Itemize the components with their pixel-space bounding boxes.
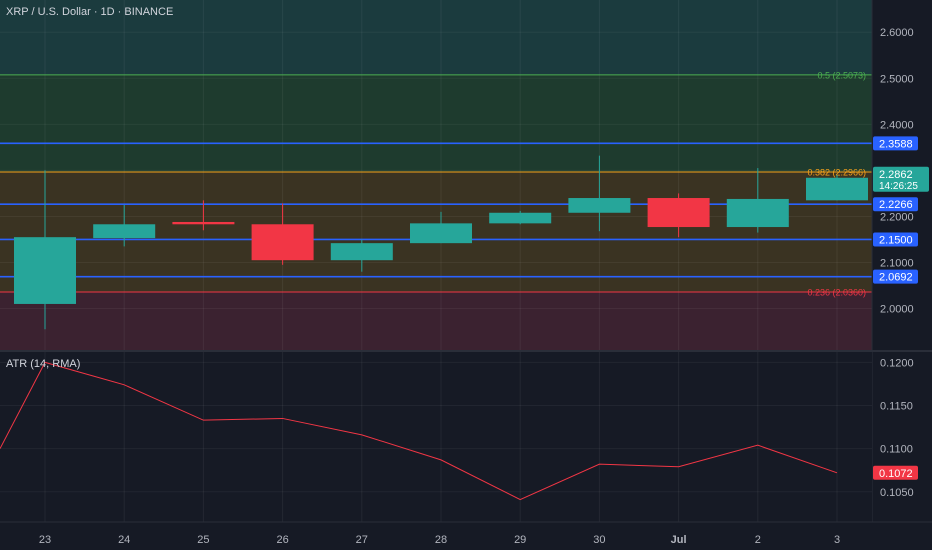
level-tag-text: 2.3588 <box>879 138 913 150</box>
level-tag-text: 2.2266 <box>879 199 913 211</box>
price-tick-label: 2.5000 <box>880 73 914 85</box>
fib-zone-mid-upper <box>0 74 872 172</box>
candle <box>806 175 868 201</box>
level-tag-bg <box>873 136 918 151</box>
candle-body <box>568 198 631 213</box>
level-tag-text: 2.0692 <box>879 272 913 284</box>
time-tick-label: 25 <box>197 534 209 546</box>
last-price-bg <box>873 166 929 192</box>
countdown-text: 14:26:25 <box>879 181 918 192</box>
candle <box>726 168 789 233</box>
candle <box>489 210 552 225</box>
atr-tick-label: 0.1200 <box>880 357 914 369</box>
candle-body <box>647 198 710 228</box>
candle-body <box>726 198 789 228</box>
level-price-tag: 2.3588 <box>873 136 918 151</box>
level-tag-text: 2.1500 <box>879 234 913 246</box>
candle-body <box>806 177 868 201</box>
candle-body <box>14 237 76 304</box>
candle <box>647 193 710 238</box>
time-tick-label: 27 <box>356 534 368 546</box>
candle-body <box>489 212 552 224</box>
level-tag-bg <box>873 232 918 247</box>
time-tick-label: 24 <box>118 534 130 546</box>
price-tick-label: 2.1000 <box>880 258 914 270</box>
atr-title: ATR (14, RMA) <box>6 358 81 370</box>
level-price-tag: 2.0692 <box>873 269 918 284</box>
symbol-title: XRP / U.S. Dollar · 1D · BINANCE <box>6 6 174 18</box>
level-price-tag: 2.2266 <box>873 197 918 212</box>
atr-pane <box>0 352 872 522</box>
candle <box>172 200 235 231</box>
level-tag-bg <box>873 269 918 284</box>
time-axis <box>0 522 932 550</box>
price-tick-label: 2.2000 <box>880 211 914 223</box>
candle <box>568 155 631 232</box>
candle <box>410 211 472 244</box>
fib-zone-top <box>0 0 872 75</box>
atr-last-tag: 0.1072 <box>873 465 918 480</box>
fib-zone-bottom <box>0 291 872 350</box>
atr-last-bg <box>873 465 918 480</box>
candle <box>14 170 76 330</box>
time-tick-label: 28 <box>435 534 447 546</box>
atr-tick-label: 0.1100 <box>880 444 913 456</box>
atr-last-text: 0.1072 <box>879 468 913 480</box>
atr-line <box>0 361 838 501</box>
time-tick-label: 29 <box>514 534 526 546</box>
time-tick-label: 2 <box>755 534 761 546</box>
atr-tick-label: 0.1150 <box>880 401 913 413</box>
level-tag-bg <box>873 197 918 212</box>
last-price-text: 2.2862 <box>879 169 913 181</box>
fib-label: 0.236 (2.0360) <box>807 287 866 297</box>
fib-label: 0.382 (2.2966) <box>807 167 866 177</box>
candle <box>93 204 156 247</box>
price-tick-label: 2.4000 <box>880 119 914 131</box>
candle-body <box>251 224 314 261</box>
time-tick-label: 3 <box>834 534 840 546</box>
atr-axis <box>872 352 932 522</box>
pane-separator <box>0 350 932 352</box>
candle-body <box>330 243 393 261</box>
candle-body <box>410 223 472 244</box>
candle <box>251 203 314 265</box>
level-price-tag: 2.1500 <box>873 232 918 247</box>
price-tick-label: 2.0000 <box>880 304 914 316</box>
candle-body <box>93 224 156 239</box>
fib-label: 0.5 (2.5073) <box>817 70 866 80</box>
time-tick-label: 26 <box>276 534 288 546</box>
time-tick-label: Jul <box>671 534 687 546</box>
atr-tick-label: 0.1050 <box>880 487 914 499</box>
time-tick-label: 30 <box>593 534 605 546</box>
time-tick-label: 23 <box>39 534 51 546</box>
price-tick-label: 2.6000 <box>880 27 914 39</box>
candle-body <box>172 221 235 225</box>
candle <box>330 239 393 272</box>
